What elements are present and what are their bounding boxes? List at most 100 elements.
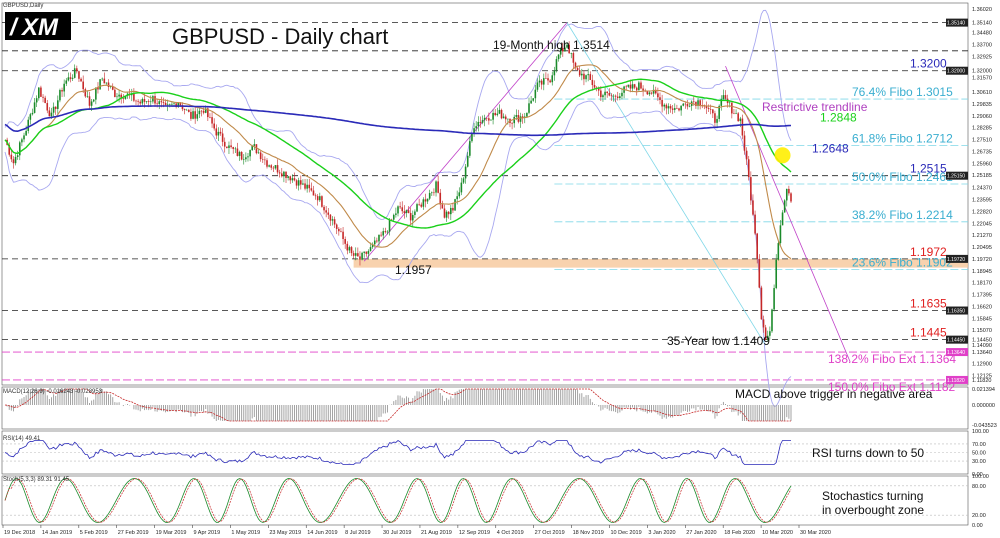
candle-body: [97, 87, 99, 90]
candle-body: [661, 99, 663, 107]
logo-background: [5, 12, 71, 40]
candle-body: [162, 102, 165, 103]
price-tick-18: 1.22045: [972, 221, 992, 227]
price-tick-12: 1.26735: [972, 149, 992, 155]
candle-body: [705, 106, 708, 109]
fibo-swing-line: [566, 22, 766, 346]
candle-body: [306, 184, 308, 189]
date-label-18: 27 Jan 2020: [686, 530, 716, 536]
logo-slash: /: [9, 14, 19, 41]
candle-body: [192, 111, 194, 119]
sma50-line: [4, 78, 792, 229]
candle-body: [507, 118, 509, 120]
candle-body: [369, 247, 372, 252]
price-tick-10: 1.28285: [972, 126, 992, 132]
support-annotation: 1.1957: [395, 263, 432, 277]
candle-body: [399, 206, 401, 208]
candle-body: [207, 108, 209, 118]
fibo-anchor-line: [363, 22, 568, 262]
candle-body: [781, 212, 784, 226]
fibo-ext-label-0: 138.2% Fibo Ext 1.1364: [828, 352, 956, 366]
candle-body: [111, 86, 114, 90]
highlight-marker: [774, 147, 791, 164]
stoch-tick-2: 20.00: [972, 513, 986, 519]
candle-body: [367, 251, 370, 254]
candle-body: [276, 165, 279, 173]
candle-body: [73, 68, 76, 78]
candle-body: [27, 119, 30, 131]
price-tick-24: 1.17395: [972, 293, 992, 299]
date-label-6: 1 May 2019: [231, 530, 260, 536]
date-label-2: 5 Feb 2019: [80, 530, 108, 536]
bollinger-lower-band: [4, 100, 792, 408]
candle-body: [718, 105, 720, 119]
candle-body: [29, 114, 32, 120]
candle-body: [114, 89, 116, 98]
price-tag-text-0: 1.35140: [947, 21, 965, 27]
candle-body: [221, 133, 224, 142]
candle-body: [591, 79, 594, 86]
candle-body: [50, 112, 53, 117]
candle-body: [268, 165, 270, 167]
candle-body: [88, 96, 91, 106]
level-label-6: 1.1445: [910, 326, 947, 340]
candle-body: [454, 199, 456, 211]
candle-body: [234, 148, 237, 150]
candle-body: [695, 101, 697, 106]
candle-body: [18, 142, 21, 156]
candle-body: [92, 99, 95, 102]
candle-body: [12, 159, 15, 164]
candle-body: [67, 77, 70, 81]
candle-body: [384, 231, 387, 233]
candle-body: [538, 80, 541, 83]
candle-body: [551, 75, 554, 83]
candle-body: [492, 112, 494, 120]
candle-body: [52, 106, 55, 113]
candle-body: [568, 44, 570, 54]
candle-body: [616, 96, 619, 99]
candle-body: [496, 113, 499, 116]
candle-body: [340, 231, 342, 232]
price-tick-15: 1.24370: [972, 186, 992, 192]
candle-body: [570, 53, 573, 54]
candle-body: [428, 193, 431, 199]
rsi-tick-1: 70.00: [972, 442, 986, 448]
candle-body: [158, 101, 161, 104]
candle-body: [775, 259, 778, 289]
candle-body: [204, 108, 207, 113]
candle-body: [519, 116, 522, 122]
candle-body: [247, 156, 249, 158]
candle-body: [612, 95, 615, 97]
candle-body: [477, 121, 480, 127]
level-label-3: 1.2515: [910, 162, 947, 176]
candle-body: [354, 253, 357, 256]
fibo-label-2: 50.0% Fibo 1.2461: [852, 170, 953, 184]
candle-body: [758, 259, 761, 288]
candle-body: [287, 176, 289, 178]
candle-body: [771, 309, 773, 332]
candle-body: [283, 171, 285, 177]
candle-body: [663, 104, 666, 107]
candle-body: [513, 116, 516, 124]
candle-body: [105, 82, 108, 84]
candle-body: [665, 104, 668, 109]
candle-body: [137, 100, 139, 102]
candle-body: [251, 145, 254, 151]
price-tick-9: 1.29060: [972, 114, 992, 120]
candle-body: [38, 87, 40, 99]
candle-body: [614, 95, 617, 97]
candle-body: [152, 96, 154, 102]
chart-title: GBPUSD - Daily chart: [172, 24, 388, 49]
date-label-0: 19 Dec 2018: [4, 530, 35, 536]
candle-body: [534, 89, 537, 99]
candle-body: [310, 188, 313, 191]
candle-body: [319, 196, 321, 201]
stoch-title: Stoch(5,3,3) 89.31 91.45: [3, 477, 70, 483]
candle-body: [764, 327, 767, 340]
rsi-pane: 100.00 70.00 50.00 30.00 0.00: [2, 429, 989, 478]
date-label-3: 27 Feb 2019: [118, 530, 149, 536]
candle-body: [426, 198, 429, 202]
candle-body: [414, 211, 416, 215]
candle-body: [682, 103, 685, 106]
date-label-17: 3 Jan 2020: [648, 530, 675, 536]
